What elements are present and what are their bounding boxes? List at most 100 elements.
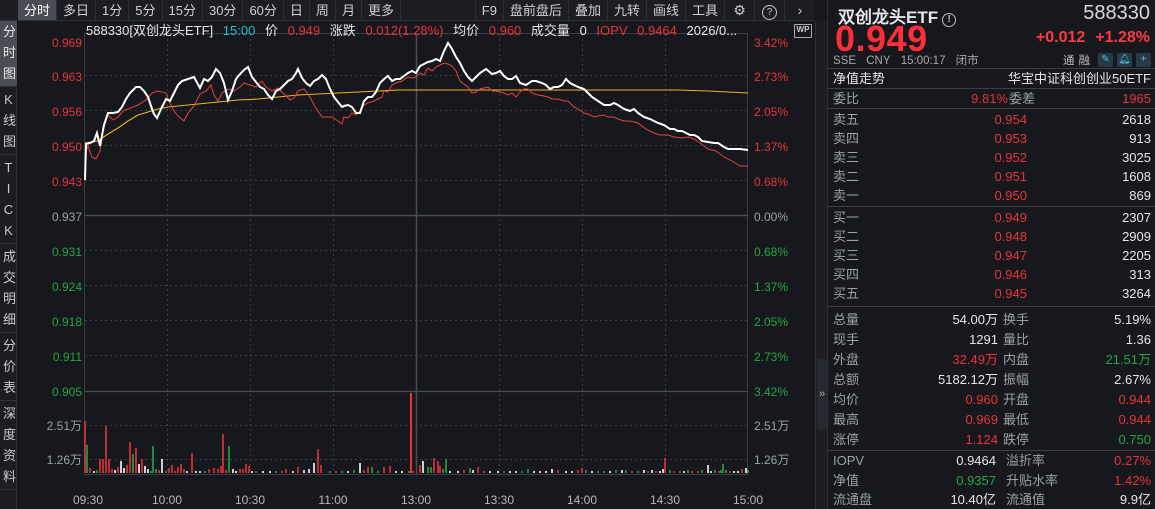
volume-label: 成交量	[530, 23, 570, 38]
tag-connect: 通	[1063, 55, 1075, 67]
time-axis-label: 15:00	[732, 493, 764, 507]
time-axis-label: 14:00	[566, 493, 598, 507]
side-tab-intraday-chart[interactable]: 分时图	[0, 21, 17, 87]
security-code: 588330	[1083, 2, 1150, 24]
f9-button[interactable]: F9	[476, 0, 504, 20]
price-axis-label: 0.931	[51, 245, 82, 259]
chevron-right-icon[interactable]: ›	[797, 2, 803, 18]
stat-row: 总量 54.00万 换手 5.19%	[833, 312, 1151, 327]
chart-info-bar: 588330[双创龙头ETF] 15:00 价 0.949 涨跌 0.012(1…	[86, 22, 743, 39]
stat-row: 最高 0.969 最低 0.944	[833, 412, 1151, 427]
side-tab-strip: 分时图 K线图 TICK 成交明细 分价表 深度资料	[0, 21, 17, 509]
nav-trend-row[interactable]: 净值走势 华宝中证科创创业50ETF	[828, 69, 1155, 88]
bell-icon[interactable]: 🔔︎	[1117, 53, 1132, 67]
pre-post-market-button[interactable]: 盘前盘后	[504, 0, 569, 20]
change-value: 0.012(1.28%)	[365, 23, 444, 38]
iopv-value: 0.9464	[637, 23, 677, 38]
panel-divider: »	[815, 21, 827, 509]
time-axis-label: 10:30	[234, 493, 266, 507]
price-axis-label: 0.950	[51, 140, 82, 154]
td-nine-button[interactable]: 九转	[608, 0, 647, 20]
period-toolbar: 分时 多日 1分 5分 15分 30分 60分 日 周 月 更多 F9 盘前盘后…	[0, 0, 815, 21]
time-axis-label: 10:00	[151, 493, 183, 507]
quote-time: 15:00:17	[900, 55, 946, 67]
tab-intraday[interactable]: 分时	[18, 0, 58, 20]
side-tab-in-depth-info[interactable]: 深度资料	[0, 401, 17, 490]
pct-axis-label: 2.05%	[754, 315, 789, 329]
side-tab-trade-detail[interactable]: 成交明细	[0, 244, 17, 333]
gear-icon[interactable]: ⚙	[725, 0, 755, 20]
last-price: 0.949	[835, 18, 928, 59]
price-change: +0.012 +1.28%	[1026, 29, 1150, 47]
tab-1min[interactable]: 1分	[96, 0, 130, 20]
tag-margin: 融	[1078, 55, 1091, 67]
volume-axis-label: 2.51万	[754, 419, 790, 433]
quote-tags: 通 融 ✎ 🔔︎ +	[1063, 52, 1151, 68]
side-tab-price-table[interactable]: 分价表	[0, 333, 17, 401]
tracking-index: 华宝中证科创创业50ETF	[1007, 71, 1151, 86]
overlay-button[interactable]: 叠加	[569, 0, 608, 20]
currency: CNY	[866, 55, 891, 67]
tab-more[interactable]: 更多	[362, 0, 401, 20]
quote-panel: 双创龙头ETF! 588330 0.949 +0.012 +1.28% SSE C…	[827, 0, 1155, 509]
toolbar-spacer	[401, 0, 476, 20]
tab-multi-day[interactable]: 多日	[57, 0, 97, 20]
plus-icon[interactable]: +	[1136, 53, 1151, 67]
bid-row: 买四 0.946 313	[833, 267, 1151, 282]
chart-canvas[interactable]	[18, 21, 815, 509]
pct-axis-label: 3.42%	[754, 385, 789, 399]
avg-label: 均价	[453, 23, 480, 38]
etf-stat-row: 净值 0.9357 升贴水率 1.42%	[833, 473, 1151, 488]
etf-stat-row: 流通盘 10.40亿 流通值 9.9亿	[833, 492, 1151, 507]
price-line	[84, 41, 749, 181]
tab-60min[interactable]: 60分	[243, 0, 284, 20]
help-icon[interactable]: ?	[755, 0, 785, 20]
pct-axis-label: 2.73%	[754, 70, 789, 84]
bid-row: 买三 0.947 2205	[833, 248, 1151, 263]
quote-meta: SSE CNY 15:00:17 闭市	[833, 52, 986, 68]
price-value: 0.949	[287, 23, 321, 38]
ask-row: 卖三 0.952 3025	[833, 150, 1151, 165]
bid-row: 买五 0.945 3264	[833, 286, 1151, 301]
nav-trend-label: 净值走势	[833, 71, 886, 86]
tools-button[interactable]: 工具	[686, 0, 725, 20]
volume-axis-label: 2.51万	[46, 419, 82, 433]
time-axis-label: 09:30	[72, 493, 104, 507]
price-axis-label: 0.969	[51, 36, 82, 50]
order-ratio-row: 委比 9.81% 委差 1965	[833, 91, 1151, 106]
exchange: SSE	[833, 55, 857, 67]
pct-axis-label: 2.73%	[754, 350, 789, 364]
tab-monthly[interactable]: 月	[336, 0, 362, 20]
pct-axis-label: 0.68%	[754, 175, 789, 189]
avg-value: 0.960	[488, 23, 522, 38]
price-axis-label: 0.924	[51, 280, 82, 294]
iopv-line	[84, 62, 748, 167]
pencil-icon[interactable]: ✎	[1098, 53, 1113, 67]
tab-5min[interactable]: 5分	[129, 0, 163, 20]
info-icon[interactable]: !	[942, 13, 957, 27]
tab-weekly[interactable]: 周	[310, 0, 336, 20]
ask-row: 卖四 0.953 913	[833, 131, 1151, 146]
pct-axis-label: 1.37%	[754, 280, 789, 294]
stat-row: 总额 5182.12万 振幅 2.67%	[833, 372, 1151, 387]
tab-daily[interactable]: 日	[284, 0, 310, 20]
stat-row: 外盘 32.49万 内盘 21.51万	[833, 352, 1151, 367]
side-tab-tick[interactable]: TICK	[0, 155, 17, 244]
wp-monitor-icon[interactable]: WP	[794, 24, 812, 38]
volume-axis-label: 1.26万	[754, 453, 790, 467]
stat-row: 现手 1291 量比 1.36	[833, 332, 1151, 347]
price-axis-label: 0.956	[51, 105, 82, 119]
price-label: 价	[264, 23, 278, 38]
intraday-chart[interactable]: 588330[双创龙头ETF] 15:00 价 0.949 涨跌 0.012(1…	[18, 21, 815, 509]
side-tab-kline[interactable]: K线图	[0, 87, 17, 155]
tab-15min[interactable]: 15分	[163, 0, 203, 20]
volume-axis-label: 1.26万	[46, 453, 82, 467]
stat-row: 均价 0.960 开盘 0.944	[833, 392, 1151, 407]
pct-axis-label: 0.00%	[754, 210, 789, 224]
tab-30min[interactable]: 30分	[203, 0, 244, 20]
collapse-panel-button[interactable]: »	[817, 359, 827, 429]
draw-line-button[interactable]: 画线	[647, 0, 686, 20]
iopv-label: IOPV	[596, 23, 628, 38]
price-axis-label: 0.943	[51, 175, 82, 189]
price-axis-label: 0.937	[51, 210, 82, 224]
